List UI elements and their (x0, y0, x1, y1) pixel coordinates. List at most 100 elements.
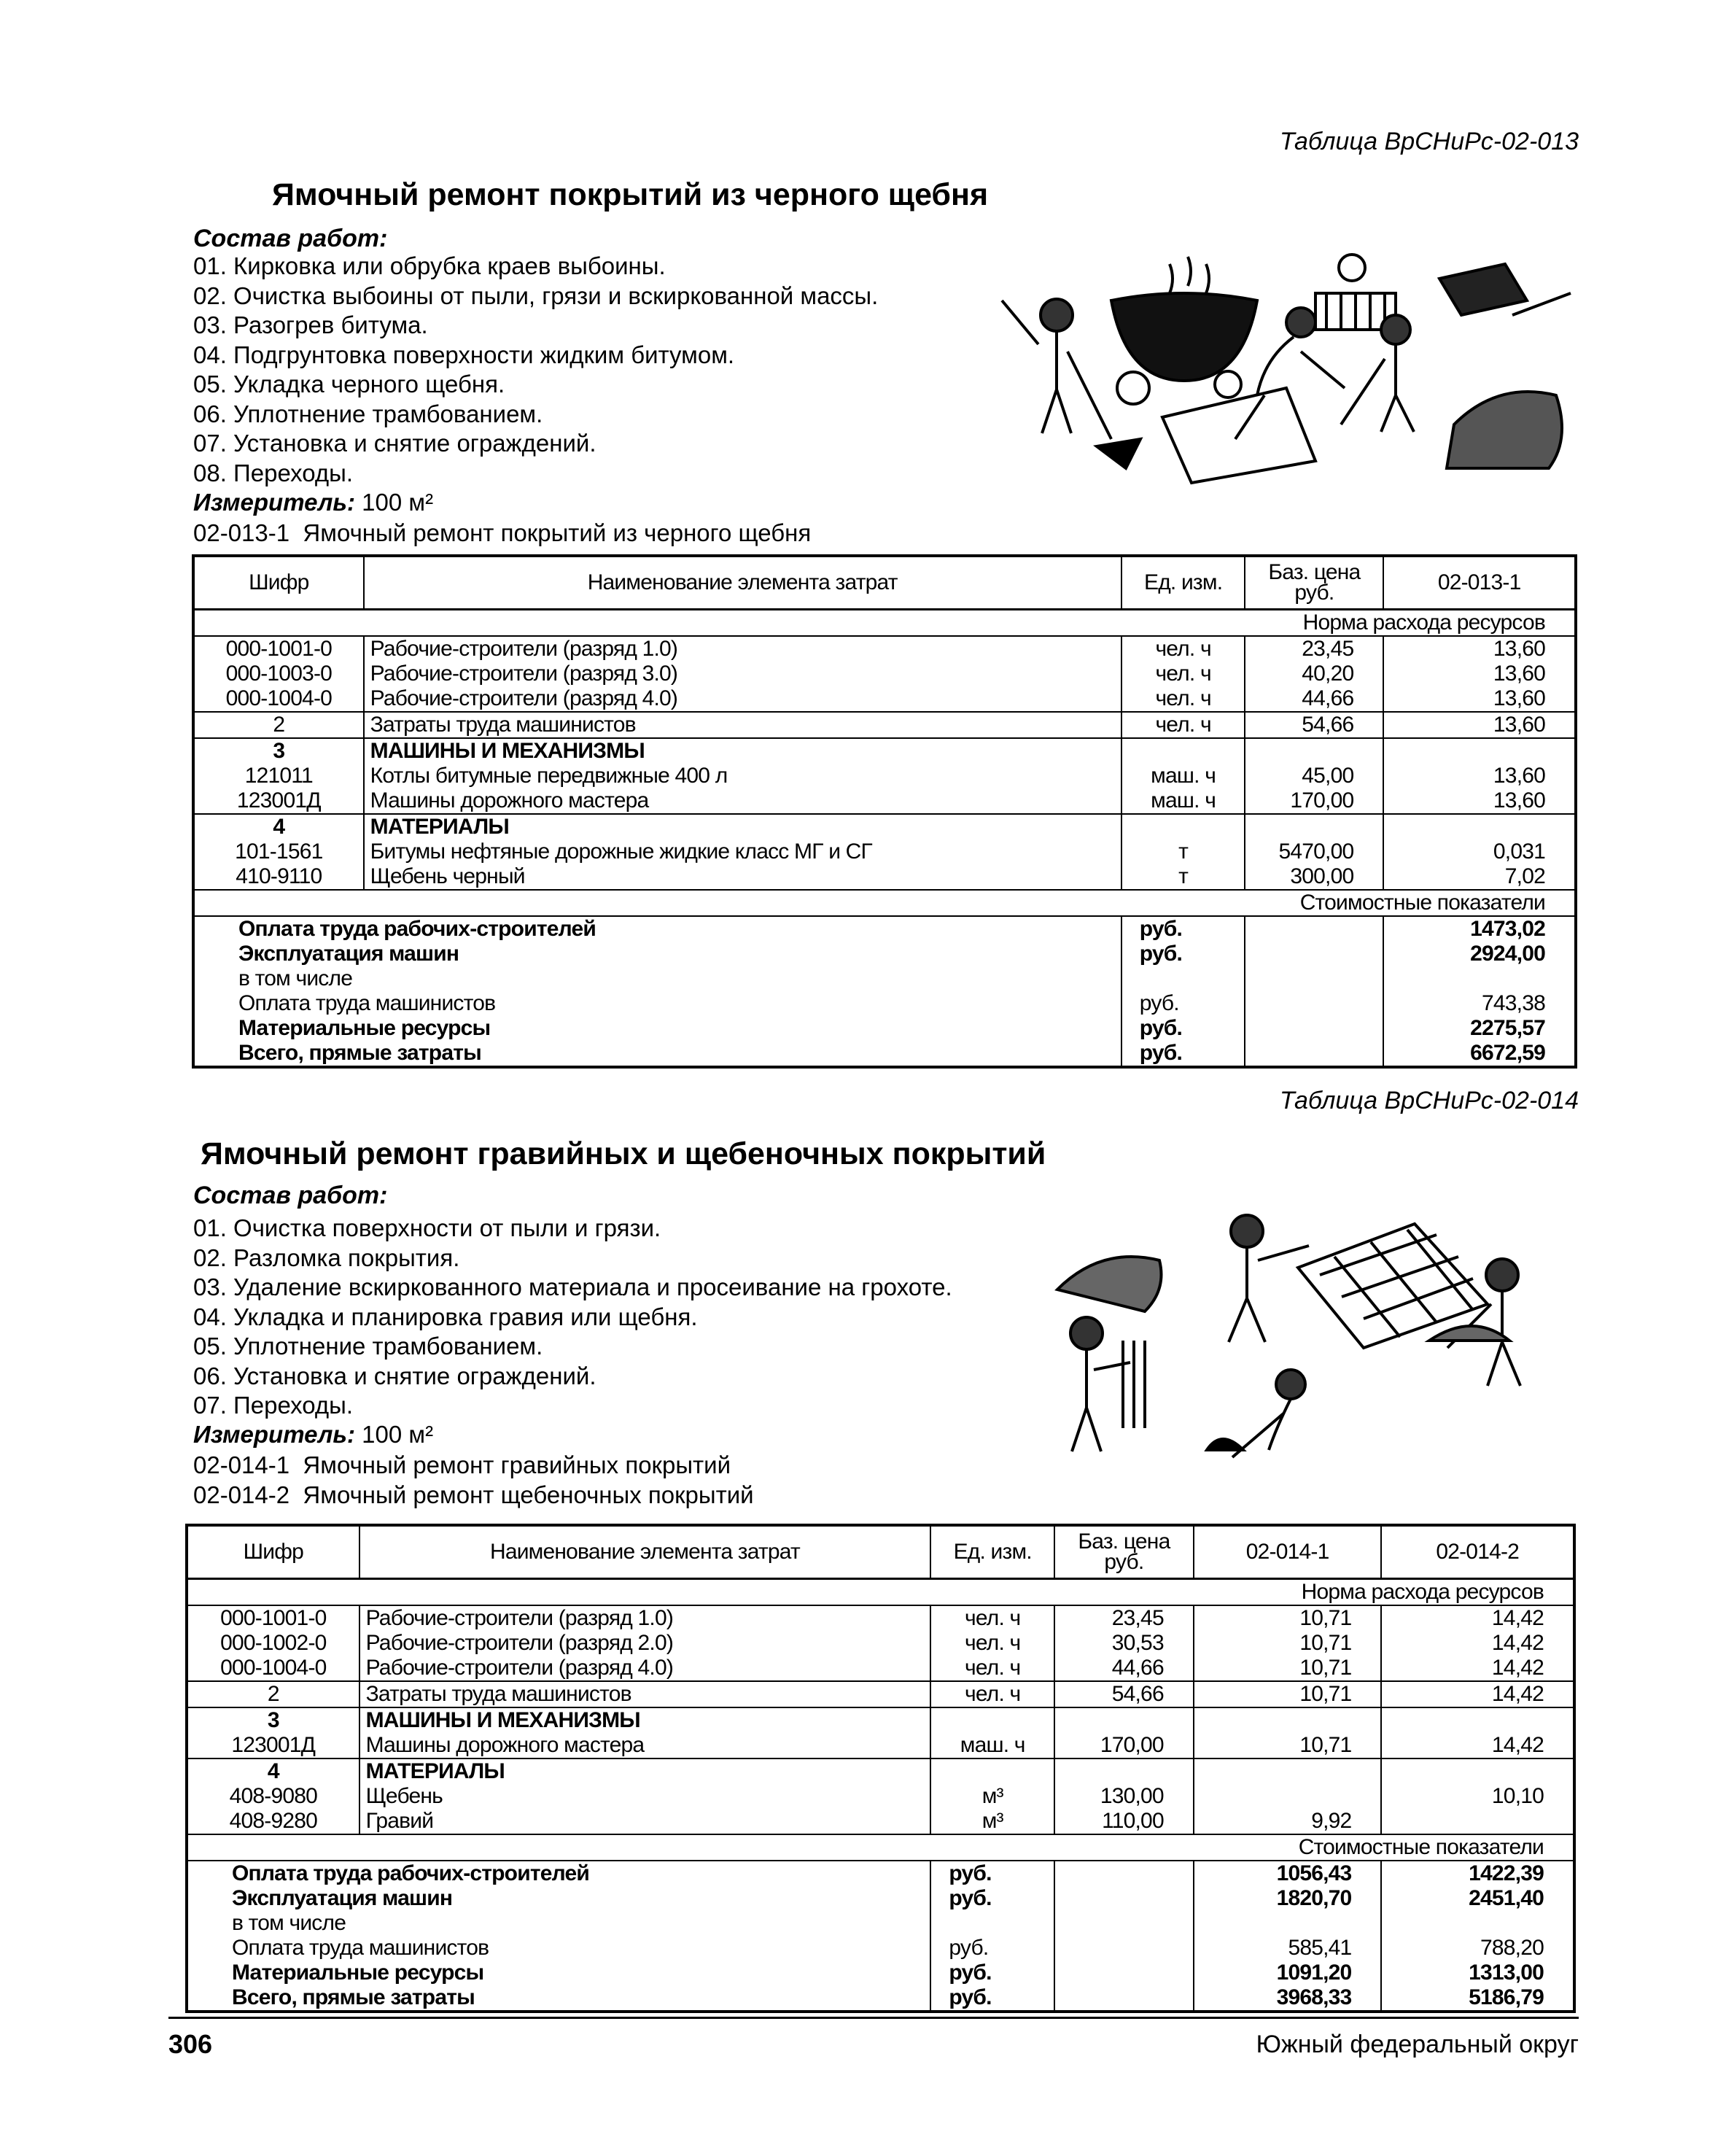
measure-value: 100 м² (362, 1421, 434, 1448)
item-price: 54,66 (1302, 713, 1354, 737)
cell-price: 23,45 30,53 44,66 (1054, 1605, 1194, 1681)
item-price: 23,45 (1302, 637, 1354, 661)
cell-code: 3 123001Д (186, 1707, 360, 1758)
item-unit: маш. ч (960, 1733, 1026, 1757)
cost-value: 2275,57 (1470, 1016, 1546, 1040)
item-value: 10,71 (1299, 1606, 1352, 1630)
item-code: 000-1004-0 (225, 686, 333, 710)
cost-value: 1056,43 (1276, 1861, 1353, 1885)
cell-value: 0,031 7,02 (1383, 814, 1577, 890)
page-number: 306 (168, 2029, 213, 2059)
section-label: Норма расхода ресурсов (186, 1578, 1575, 1605)
work-step: 01. Кирковка или обрубка краев выбоины. (193, 252, 666, 279)
item-name: Затраты труда машинистов (370, 713, 637, 737)
item-code: 121011 (244, 764, 314, 788)
cell-name: МАТЕРИАЛЫ Битумы нефтяные дорожные жидкие… (362, 814, 1122, 890)
item-price (1061, 1759, 1164, 1784)
cell-price: 54,66 (1054, 1681, 1194, 1707)
cell-name: МАТЕРИАЛЫ Щебень Гравий (358, 1758, 932, 1834)
item-price: 130,00 (1100, 1784, 1165, 1808)
item-unit (937, 1759, 1048, 1784)
item-value: 14,42 (1491, 1733, 1544, 1757)
cost-value: 5186,79 (1469, 1985, 1544, 2009)
work-steps-list: 01. Очистка поверхности от пыли и грязи.… (193, 1214, 952, 1421)
cell-price: 45,00 170,00 (1244, 738, 1385, 814)
item-value: 13,60 (1493, 637, 1546, 661)
measure-value: 100 м² (362, 489, 434, 516)
cost-name: Оплата труда рабочих-строителей (238, 917, 596, 941)
cell-code: 4 101-1561 410-9110 (193, 814, 365, 890)
cell-value: 13,60 (1383, 712, 1577, 738)
cell-name: Затраты труда машинистов (358, 1681, 932, 1707)
table-row-group: 2 Затраты труда машинистов чел. ч 54,66 13,6… (193, 712, 1577, 738)
cell-code: 3 121011 123001Д (193, 738, 365, 814)
cost-value: 2451,40 (1469, 1886, 1544, 1910)
work-step: 06. Уплотнение трамбованием. (193, 400, 543, 427)
item-unit: чел. ч (1155, 713, 1211, 737)
cost-value: 1473,02 (1470, 917, 1546, 941)
cell-price: 5470,00 300,00 (1244, 814, 1385, 890)
cell-value: 10,71 10,71 10,71 (1192, 1605, 1383, 1681)
cost-unit: руб. (949, 1985, 992, 2009)
cost-unit-cell: руб. руб. руб. руб. руб. (1120, 916, 1246, 1067)
item-code: 2 (273, 713, 285, 737)
cost-rows: Оплата труда рабочих-строителей Эксплуата… (185, 1861, 1575, 2012)
item-price (1251, 739, 1353, 764)
table-row-group: 2 Затраты труда машинистов чел. ч 54,66 10,7… (186, 1681, 1575, 1707)
cost-value (1388, 1911, 1544, 1936)
work-step: 05. Уплотнение трамбованием. (193, 1333, 543, 1360)
work-step: 05. Укладка черного щебня. (193, 371, 505, 398)
table-row-group: 3 121011 123001Д МАШИНЫ И МЕХАНИЗМЫ Котлы би… (193, 738, 1577, 814)
cost-name: Всего, прямые затраты (232, 1985, 475, 2009)
item-price: 54,66 (1111, 1682, 1165, 1706)
cost-unit: руб. (949, 1861, 992, 1885)
item-code: 000-1001-0 (225, 637, 333, 661)
footer-divider (168, 2017, 1579, 2019)
item-value: 10,71 (1299, 1656, 1352, 1680)
rate-code-line: 02-014-2 Ямочный ремонт щебеночных покры… (193, 1481, 754, 1508)
work-step: 02. Разломка покрытия. (193, 1244, 460, 1271)
cost-unit: руб. (1139, 942, 1183, 966)
item-value (1390, 815, 1545, 839)
cost-value: 3968,33 (1276, 1985, 1353, 2009)
item-value (1200, 1784, 1352, 1809)
footer-region: Южный федеральный округ (1256, 2031, 1579, 2058)
item-unit: чел. ч (1155, 686, 1211, 710)
cell-code: 4 408-9080 408-9280 (186, 1758, 360, 1834)
cost-value: 1313,00 (1469, 1961, 1544, 1985)
item-name: МАТЕРИАЛЫ (365, 1759, 505, 1783)
item-name: Щебень черный (370, 864, 526, 888)
cost-unit: руб. (1139, 917, 1183, 941)
work-step: 07. Установка и снятие ограждений. (193, 430, 596, 457)
item-value: 13,60 (1493, 662, 1546, 686)
item-price: 44,66 (1302, 686, 1354, 710)
rate-code-line: 02-013-1 Ямочный ремонт покрытий из черн… (193, 519, 812, 546)
section-label: Норма расхода ресурсов (193, 609, 1577, 636)
cost-name-cell: Оплата труда рабочих-строителей Эксплуата… (193, 916, 1122, 1067)
item-value: 7,02 (1504, 864, 1546, 888)
cell-code: 000-1001-0 000-1003-0 000-1004-0 (193, 636, 365, 712)
cell-name: Рабочие-строители (разряд 1.0) Рабочие-ст… (358, 1605, 932, 1681)
table-row-group: 000-1001-0 000-1003-0 000-1004-0 Рабочие-ст… (193, 636, 1577, 712)
measure-label: Измеритель: (193, 489, 355, 516)
cell-name: МАШИНЫ И МЕХАНИЗМЫ Котлы битумные передви… (362, 738, 1122, 814)
item-code: 101-1561 (235, 839, 323, 864)
column-header: Наименование элемента затрат (358, 1525, 932, 1580)
work-composition-label: Состав работ: (193, 1182, 388, 1209)
item-name: МАТЕРИАЛЫ (370, 815, 510, 839)
cost-unit: руб. (949, 1961, 992, 1985)
item-name: Машины дорожного мастера (365, 1733, 645, 1757)
cost-rows: Оплата труда рабочих-строителей Эксплуата… (193, 916, 1577, 1067)
measure: Измеритель: 100 м² (193, 489, 433, 516)
item-value: 13,60 (1493, 686, 1546, 710)
work-step: 03. Удаление вскиркованного материала и … (193, 1273, 952, 1300)
code-list: 02-013-1 Ямочный ремонт покрытий из черн… (193, 519, 811, 547)
column-header: Ед. изм. (930, 1525, 1056, 1580)
item-unit: чел. ч (965, 1656, 1021, 1680)
cost-name: Оплата труда машинистов (238, 991, 496, 1015)
cell-price: 54,66 (1244, 712, 1385, 738)
item-unit: маш. ч (1151, 788, 1216, 813)
item-price (1061, 1708, 1164, 1733)
item-value: 14,42 (1491, 1606, 1544, 1630)
